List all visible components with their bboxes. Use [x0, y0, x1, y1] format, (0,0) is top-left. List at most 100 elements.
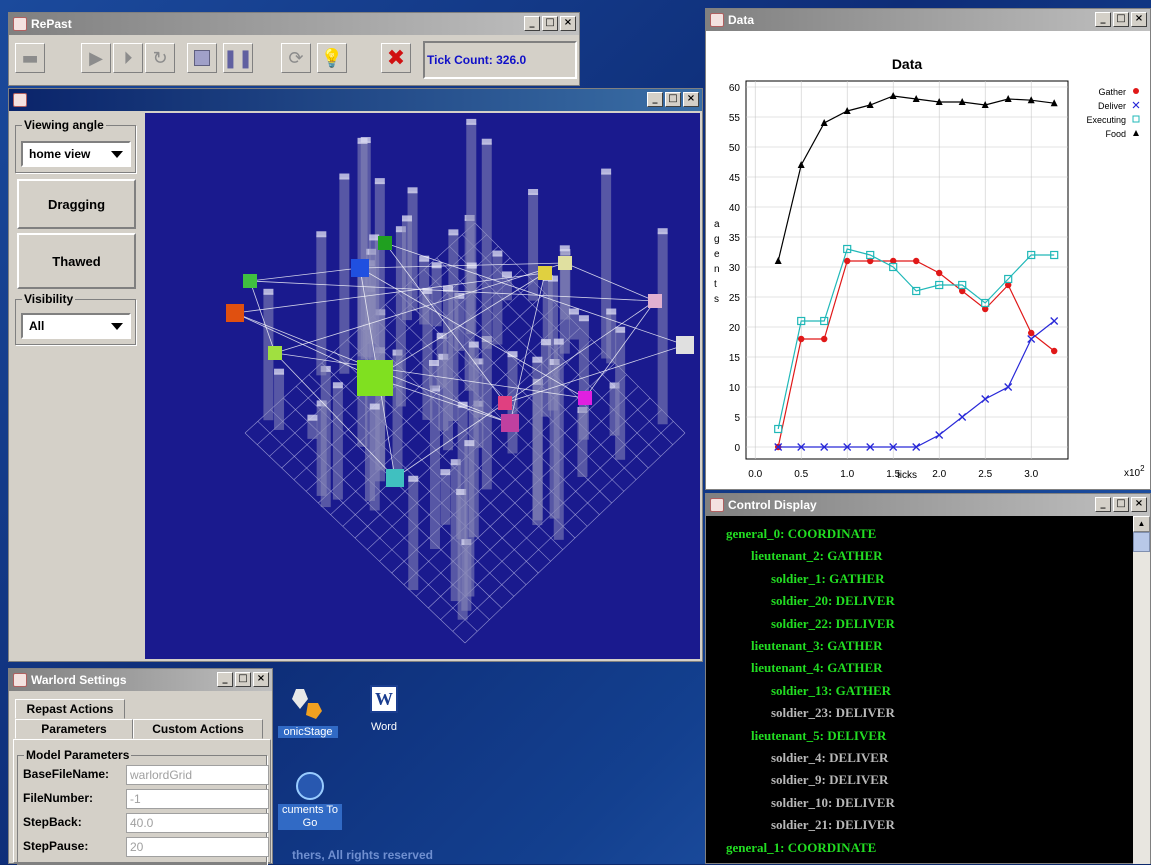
scroll-thumb[interactable]: [1133, 532, 1150, 552]
y-tick-label: 20: [729, 323, 741, 334]
close-button[interactable]: ×: [560, 16, 576, 31]
minimize-button[interactable]: _: [524, 16, 540, 31]
pillar: [316, 235, 327, 376]
plot-frame: [745, 80, 1069, 460]
control-line: soldier_21: DELIVER: [771, 817, 895, 833]
close-button[interactable]: ×: [1131, 497, 1147, 512]
tab-parameters[interactable]: Parameters: [15, 719, 133, 739]
pause-button[interactable]: ❚❚: [223, 43, 253, 73]
legend-marker: [1132, 101, 1140, 109]
data-point: [912, 286, 921, 296]
dragging-button[interactable]: Dragging: [17, 179, 136, 229]
play-button[interactable]: ▶: [81, 43, 111, 73]
maximize-button[interactable]: □: [542, 16, 558, 31]
red-x-icon: ✖: [386, 45, 406, 71]
pillar-cap: [568, 308, 579, 315]
y-tick-label: 55: [729, 113, 741, 124]
pillar: [615, 330, 626, 460]
stepback-field[interactable]: 40.0: [126, 813, 269, 833]
y-axis-label-letter: n: [714, 264, 720, 275]
link-line: [564, 262, 656, 302]
maximize-button[interactable]: □: [1113, 12, 1129, 27]
data-point: [867, 257, 874, 265]
pillar: [450, 463, 461, 602]
data-point: [913, 257, 920, 265]
exit-button[interactable]: ✖: [381, 43, 411, 73]
info-button[interactable]: 💡: [317, 43, 347, 73]
tab-custom-actions[interactable]: Custom Actions: [133, 719, 263, 739]
viewing-angle-select[interactable]: home view: [21, 141, 131, 167]
pillar-cap: [481, 138, 492, 145]
x-tick-label: 0.5: [794, 469, 808, 480]
basefilename-field[interactable]: warlordGrid: [126, 765, 269, 785]
data-point: [820, 119, 828, 126]
agent-cube: [378, 236, 392, 250]
3d-scene-canvas[interactable]: [145, 113, 700, 659]
minimize-button[interactable]: _: [1095, 12, 1111, 27]
maximize-button[interactable]: □: [235, 672, 251, 687]
pillar-cap: [457, 401, 468, 408]
filenumber-field[interactable]: -1: [126, 789, 269, 809]
pillar-cap: [408, 475, 419, 482]
pillar: [407, 191, 418, 312]
pillar-cap: [450, 459, 461, 466]
pillar-cap: [316, 231, 327, 238]
agent-cube: [243, 274, 257, 288]
control-line: lieutenant_2: GATHER: [751, 548, 883, 564]
docs-label-line1: cuments To: [281, 804, 339, 816]
repast-titlebar[interactable]: RePast _ □ ×: [9, 13, 579, 35]
tab-repast-actions[interactable]: Repast Actions: [15, 699, 125, 719]
data-point: [1004, 95, 1012, 102]
scroll-up-button[interactable]: ▲: [1133, 516, 1150, 532]
setup-button[interactable]: ⟳: [281, 43, 311, 73]
close-button[interactable]: ×: [253, 672, 269, 687]
step-button[interactable]: ⏵: [113, 43, 143, 73]
pillar-cap: [657, 228, 668, 235]
link-line: [359, 262, 566, 269]
control-line: soldier_13: GATHER: [771, 682, 892, 698]
link-line: [509, 272, 546, 424]
steppause-field[interactable]: 20: [126, 837, 269, 857]
minimize-button[interactable]: _: [1095, 497, 1111, 512]
legend-label: Food: [1105, 129, 1126, 139]
reset-button[interactable]: ↻: [145, 43, 175, 73]
data-point: [1028, 329, 1035, 337]
maximize-button[interactable]: □: [665, 92, 681, 107]
data-point: [889, 262, 898, 272]
display-titlebar[interactable]: _ □ ×: [9, 89, 702, 111]
data-titlebar[interactable]: Data _ □ ×: [706, 9, 1150, 31]
stop-button[interactable]: [187, 43, 217, 73]
close-button[interactable]: ×: [1131, 12, 1147, 27]
pillar-cap: [431, 262, 442, 269]
control-display-title: Control Display: [728, 498, 817, 512]
open-button[interactable]: ▬: [15, 43, 45, 73]
link-line: [384, 242, 686, 346]
pillar: [448, 233, 459, 422]
link-line: [374, 272, 546, 379]
warlord-settings-titlebar[interactable]: Warlord Settings _ □ ×: [9, 669, 272, 691]
visibility-select[interactable]: All: [21, 313, 131, 339]
pillar-cap: [274, 368, 285, 375]
data-point: [1027, 250, 1036, 260]
minimize-button[interactable]: _: [217, 672, 233, 687]
data-point: [1004, 383, 1013, 391]
thawed-button[interactable]: Thawed: [17, 233, 136, 289]
pillar-cap: [419, 255, 430, 262]
pillar-cap: [428, 359, 439, 366]
documents-to-go-shortcut[interactable]: cuments To Go: [278, 772, 342, 830]
vertical-scrollbar[interactable]: ▲: [1133, 516, 1150, 864]
minimize-button[interactable]: _: [647, 92, 663, 107]
y-tick-label: 25: [729, 293, 741, 304]
close-button[interactable]: ×: [683, 92, 699, 107]
control-line: soldier_9: DELIVER: [771, 772, 889, 788]
control-display-titlebar[interactable]: Control Display _ □ ×: [706, 494, 1150, 516]
y-tick-label: 15: [729, 353, 741, 364]
grid-line: [464, 432, 686, 644]
word-shortcut[interactable]: W Word: [354, 685, 414, 733]
pillar-cap: [339, 173, 350, 180]
sonicstage-shortcut[interactable]: onicStage: [278, 685, 338, 738]
x-multiplier-label: x102: [1124, 464, 1145, 479]
pillar: [528, 192, 539, 301]
data-point: [844, 257, 851, 265]
maximize-button[interactable]: □: [1113, 497, 1129, 512]
